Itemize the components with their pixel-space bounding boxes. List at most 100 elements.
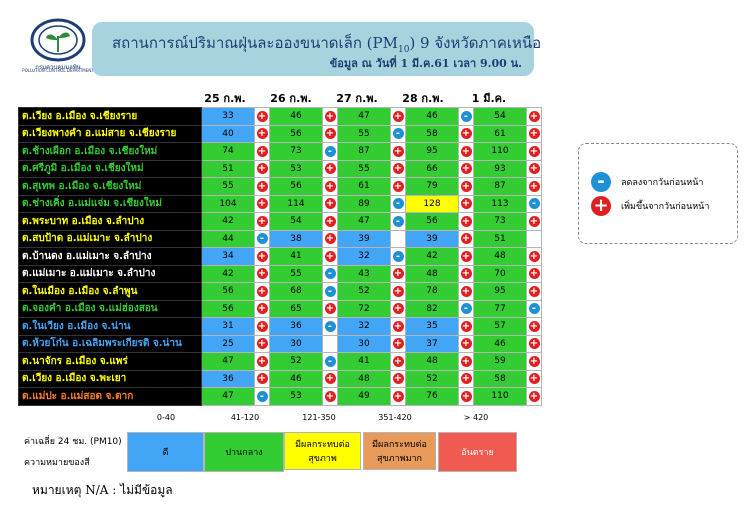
trend-cell: - bbox=[322, 352, 338, 371]
plus-icon: + bbox=[528, 128, 540, 140]
pm10-value: 32 bbox=[337, 247, 391, 266]
trend-cell: + bbox=[458, 334, 474, 353]
plus-icon: + bbox=[256, 163, 268, 175]
plus-icon: + bbox=[392, 320, 404, 332]
trend-cell: + bbox=[526, 212, 542, 231]
trend-cell: + bbox=[458, 229, 474, 248]
trend-cell: + bbox=[458, 142, 474, 161]
pm10-value: 55 bbox=[269, 264, 323, 283]
pm10-value: 104 bbox=[201, 194, 255, 213]
plus-icon: + bbox=[460, 338, 472, 350]
plus-icon: + bbox=[528, 355, 540, 367]
trend-cell: + bbox=[390, 142, 406, 161]
trend-cell: + bbox=[526, 282, 542, 301]
pm10-value: 41 bbox=[337, 352, 391, 371]
pm10-value: 55 bbox=[337, 124, 391, 143]
pm10-value: 43 bbox=[337, 264, 391, 283]
plus-icon: + bbox=[256, 285, 268, 297]
plus-icon: + bbox=[528, 145, 540, 157]
pm10-value: 33 bbox=[201, 107, 255, 126]
station-name: ต.จองคำ อ.เมือง จ.แม่ฮ่องสอน bbox=[18, 299, 202, 318]
plus-icon: + bbox=[324, 390, 336, 402]
trend-cell: + bbox=[390, 334, 406, 353]
trend-cell: + bbox=[254, 352, 270, 371]
table-row: ต.นาจักร อ.เมือง จ.แพร่ 47 +52-41 +48 +59 + bbox=[18, 352, 542, 371]
logo-name: กรมควบคุมมลพิษ bbox=[35, 64, 81, 71]
table-row: ต.จองคำ อ.เมือง จ.แม่ฮ่องสอน 56 +65 +72 +82-… bbox=[18, 299, 542, 318]
trend-cell: - bbox=[390, 247, 406, 266]
plus-icon: + bbox=[392, 285, 404, 297]
trend-cell: + bbox=[322, 124, 338, 143]
pm10-value: 58 bbox=[405, 124, 459, 143]
station-name: ต.ห้วยโก๋น อ.เฉลิมพระเกียรติ จ.น่าน bbox=[18, 334, 202, 353]
trend-cell: + bbox=[526, 107, 542, 126]
station-name: ต.บ้านดง อ.แม่เมาะ จ.ลำปาง bbox=[18, 247, 202, 266]
trend-cell: + bbox=[458, 264, 474, 283]
pm10-value: 42 bbox=[405, 247, 459, 266]
minus-icon: - bbox=[392, 128, 404, 140]
plus-icon: + bbox=[256, 338, 268, 350]
date-header: 28 ก.พ. bbox=[402, 92, 444, 105]
station-name: ต.เวียง อ.เมือง จ.เชียงราย bbox=[18, 107, 202, 126]
trend-cell: - bbox=[458, 299, 474, 318]
pm10-value: 58 bbox=[473, 369, 527, 388]
trend-cell: + bbox=[526, 142, 542, 161]
minus-icon: - bbox=[324, 320, 336, 332]
plus-icon: + bbox=[460, 320, 472, 332]
pm10-value: 31 bbox=[201, 317, 255, 336]
trend-cell: + bbox=[322, 212, 338, 231]
table-row: ต.ห้วยโก๋น อ.เฉลิมพระเกียรติ จ.น่าน 25 +30… bbox=[18, 334, 542, 353]
pm10-value: 56 bbox=[201, 299, 255, 318]
trend-cell: + bbox=[322, 177, 338, 196]
pm10-value: 52 bbox=[405, 369, 459, 388]
table-row: ต.สบป้าด อ.แม่เมาะ จ.ลำปาง 44-38 +39 39 +51 bbox=[18, 229, 542, 248]
plus-icon: + bbox=[324, 163, 336, 175]
plus-icon: + bbox=[324, 198, 336, 210]
pm10-value: 110 bbox=[473, 387, 527, 406]
plus-icon: + bbox=[392, 180, 404, 192]
pm10-value: 34 bbox=[201, 247, 255, 266]
plus-icon: + bbox=[256, 198, 268, 210]
trend-cell: + bbox=[458, 369, 474, 388]
minus-icon: - bbox=[460, 110, 472, 122]
pm10-value: 114 bbox=[269, 194, 323, 213]
plus-icon: + bbox=[528, 163, 540, 175]
trend-cell: + bbox=[322, 229, 338, 248]
station-name: ต.เวียง อ.เมือง จ.พะเยา bbox=[18, 369, 202, 388]
plus-icon: + bbox=[392, 268, 404, 280]
pm10-value: 82 bbox=[405, 299, 459, 318]
pm10-value: 65 bbox=[269, 299, 323, 318]
plus-icon: + bbox=[460, 390, 472, 402]
trend-cell: + bbox=[390, 282, 406, 301]
trend-cell: + bbox=[390, 159, 406, 178]
pm10-value: 54 bbox=[269, 212, 323, 231]
table-row: ต.พระบาท อ.เมือง จ.ลำปาง 42 +54 +47-56 +73 + bbox=[18, 212, 542, 231]
plus-icon: + bbox=[392, 163, 404, 175]
pm10-value: 25 bbox=[201, 334, 255, 353]
pm10-value: 61 bbox=[473, 124, 527, 143]
pm10-value: 74 bbox=[201, 142, 255, 161]
plus-icon: + bbox=[460, 163, 472, 175]
pm10-value: 36 bbox=[269, 317, 323, 336]
station-name: ต.ช่างเคิ่ง อ.แม่แจ่ม จ.เชียงใหม่ bbox=[18, 194, 202, 213]
plus-icon: + bbox=[256, 180, 268, 192]
plus-icon: + bbox=[324, 128, 336, 140]
pm10-value: 55 bbox=[201, 177, 255, 196]
table-row: ต.แม่ปะ อ.แม่สอด จ.ตาก 47-53 +49 +76 +110 + bbox=[18, 387, 542, 406]
station-name: ต.สุเทพ อ.เมือง จ.เชียงใหม่ bbox=[18, 177, 202, 196]
plus-icon: + bbox=[324, 233, 336, 245]
date-header: 26 ก.พ. bbox=[270, 92, 312, 105]
trend-cell: + bbox=[254, 317, 270, 336]
trend-cell: + bbox=[254, 264, 270, 283]
table-row: ต.เวียง อ.เมือง จ.เชียงราย 33 +46 +47 +46-54… bbox=[18, 107, 542, 126]
scale-label-meaning: ความหมายของสี bbox=[24, 458, 90, 468]
pm10-value: 51 bbox=[201, 159, 255, 178]
trend-cell: - bbox=[390, 124, 406, 143]
plus-icon: + bbox=[256, 110, 268, 122]
plus-icon: + bbox=[460, 355, 472, 367]
plus-icon: + bbox=[460, 373, 472, 385]
pm10-value: 41 bbox=[269, 247, 323, 266]
trend-cell: - bbox=[458, 107, 474, 126]
pm10-value: 30 bbox=[269, 334, 323, 353]
trend-cell: + bbox=[526, 369, 542, 388]
